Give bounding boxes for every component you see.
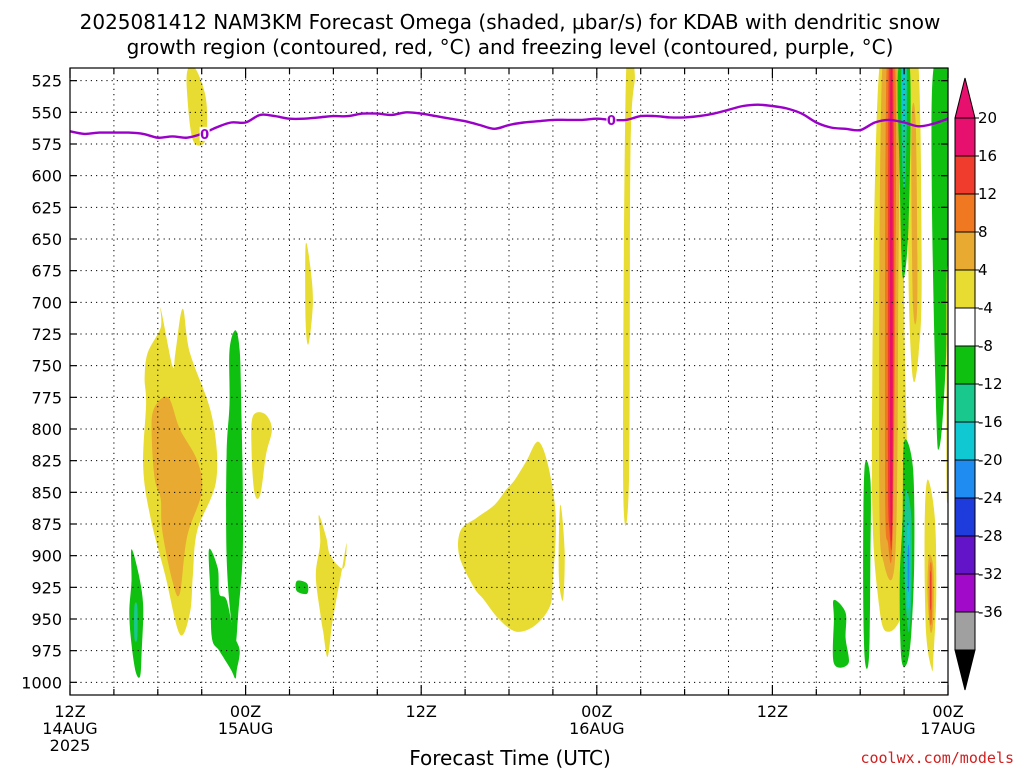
colorbar-label-5: -4 xyxy=(978,299,993,317)
y-tick-label-875: 875 xyxy=(31,515,62,534)
freezing-level-contour: 00 xyxy=(70,103,948,143)
omega-region-13 xyxy=(889,68,893,542)
colorbar-swatch-9 xyxy=(954,459,976,499)
omega-region-7 xyxy=(558,504,565,601)
colorbar-label-7: -12 xyxy=(978,375,1003,393)
colorbar-swatch-10 xyxy=(954,497,976,537)
colorbar-swatch-1 xyxy=(954,155,976,195)
colorbar-swatch-5 xyxy=(954,307,976,347)
colorbar-label-0: 20 xyxy=(978,109,997,127)
colorbar-label-4: 4 xyxy=(978,261,988,279)
colorbar-label-8: -16 xyxy=(978,413,1003,431)
freezing-label-1: 0 xyxy=(607,114,616,129)
y-tick-label-750: 750 xyxy=(31,357,62,376)
colorbar-label-11: -28 xyxy=(978,527,1003,545)
x-tick-label-60-1: 17AUG xyxy=(920,719,975,738)
omega-region-3 xyxy=(251,412,272,499)
x-tick-label-36-0: 00Z xyxy=(581,702,612,721)
colorbar-swatch-6 xyxy=(954,345,976,385)
y-tick-label-900: 900 xyxy=(31,547,62,566)
y-tick-label-625: 625 xyxy=(31,198,62,217)
freezing-label-0: 0 xyxy=(200,128,209,143)
colorbar: 20 16 12 8 4 -4 -8 -12 -16 -20 -24 -28 -32 -36 xyxy=(954,77,1003,691)
colorbar-swatch-7 xyxy=(954,383,976,423)
y-tick-label-550: 550 xyxy=(31,103,62,122)
x-tick-label-0-0: 12Z xyxy=(54,702,85,721)
x-tick-label-0-1: 14AUG xyxy=(42,719,97,738)
credit-text: coolwx.com/models xyxy=(860,749,1014,767)
freezing-level-line xyxy=(70,103,948,139)
colorbar-bottom-arrow xyxy=(954,649,976,691)
colorbar-label-3: 8 xyxy=(978,223,988,241)
colorbar-swatch-11 xyxy=(954,535,976,575)
y-tick-label-975: 975 xyxy=(31,642,62,661)
colorbar-swatch-0 xyxy=(954,117,976,157)
x-tick-label-12-0: 00Z xyxy=(230,702,261,721)
y-tick-label-650: 650 xyxy=(31,230,62,249)
y-tick-label-700: 700 xyxy=(31,293,62,312)
omega-region-25 xyxy=(832,599,849,668)
x-tick-label-48-0: 12Z xyxy=(757,702,788,721)
colorbar-top-arrow xyxy=(954,77,976,119)
omega-region-21 xyxy=(134,602,138,642)
omega-region-23 xyxy=(226,330,244,645)
omega-region-8 xyxy=(623,68,635,526)
colorbar-label-1: 16 xyxy=(978,147,997,165)
chart-title-line2: growth region (contoured, red, °C) and f… xyxy=(127,35,894,59)
colorbar-label-13: -36 xyxy=(978,603,1003,621)
x-axis-label: Forecast Time (UTC) xyxy=(409,746,611,768)
chart-title-line1: 2025081412 NAM3KM Forecast Omega (shaded… xyxy=(80,10,941,34)
colorbar-label-2: 12 xyxy=(978,185,997,203)
x-tick-label-24-0: 12Z xyxy=(406,702,437,721)
freezing-label-bg-1 xyxy=(606,112,617,127)
y-tick-label-600: 600 xyxy=(31,167,62,186)
omega-region-2 xyxy=(151,396,203,597)
y-tick-label-800: 800 xyxy=(31,420,62,439)
y-tick-label-575: 575 xyxy=(31,135,62,154)
y-tick-label-675: 675 xyxy=(31,262,62,281)
colorbar-label-10: -24 xyxy=(978,489,1003,507)
x-tick-label-0-2: 2025 xyxy=(50,736,91,755)
colorbar-swatch-12 xyxy=(954,573,976,613)
colorbar-swatch-3 xyxy=(954,231,976,271)
omega-region-19 xyxy=(930,570,932,611)
colorbar-label-12: -32 xyxy=(978,565,1003,583)
y-tick-label-850: 850 xyxy=(31,483,62,502)
omega-shaded-regions xyxy=(129,68,948,679)
x-tick-label-12-1: 15AUG xyxy=(218,719,273,738)
omega-region-30 xyxy=(907,544,910,593)
omega-region-26 xyxy=(863,460,871,669)
omega-region-5 xyxy=(315,515,347,658)
y-axis: 525 550 575 600 625 650 675 700 725 750 775 800 825 8… xyxy=(21,72,948,692)
omega-region-34 xyxy=(931,68,948,450)
y-tick-label-950: 950 xyxy=(31,610,62,629)
y-tick-label-775: 775 xyxy=(31,388,62,407)
omega-region-6 xyxy=(457,441,556,632)
freezing-label-bg-0 xyxy=(199,126,210,141)
omega-region-22 xyxy=(208,548,240,679)
omega-region-15 xyxy=(911,102,918,325)
colorbar-label-6: -8 xyxy=(978,337,993,355)
colorbar-label-9: -20 xyxy=(978,451,1003,469)
y-tick-label-525: 525 xyxy=(31,72,62,91)
omega-region-24 xyxy=(295,580,309,595)
y-tick-label-925: 925 xyxy=(31,578,62,597)
colorbar-swatch-4 xyxy=(954,269,976,309)
y-tick-label-1000: 1000 xyxy=(21,673,62,692)
colorbar-swatch-13 xyxy=(954,611,976,651)
y-tick-label-825: 825 xyxy=(31,452,62,471)
omega-region-4 xyxy=(305,242,313,345)
gridlines xyxy=(70,68,948,695)
x-tick-label-60-0: 00Z xyxy=(932,702,963,721)
colorbar-swatch-8 xyxy=(954,421,976,461)
colorbar-swatch-2 xyxy=(954,193,976,233)
y-tick-label-725: 725 xyxy=(31,325,62,344)
x-tick-label-36-1: 16AUG xyxy=(569,719,624,738)
